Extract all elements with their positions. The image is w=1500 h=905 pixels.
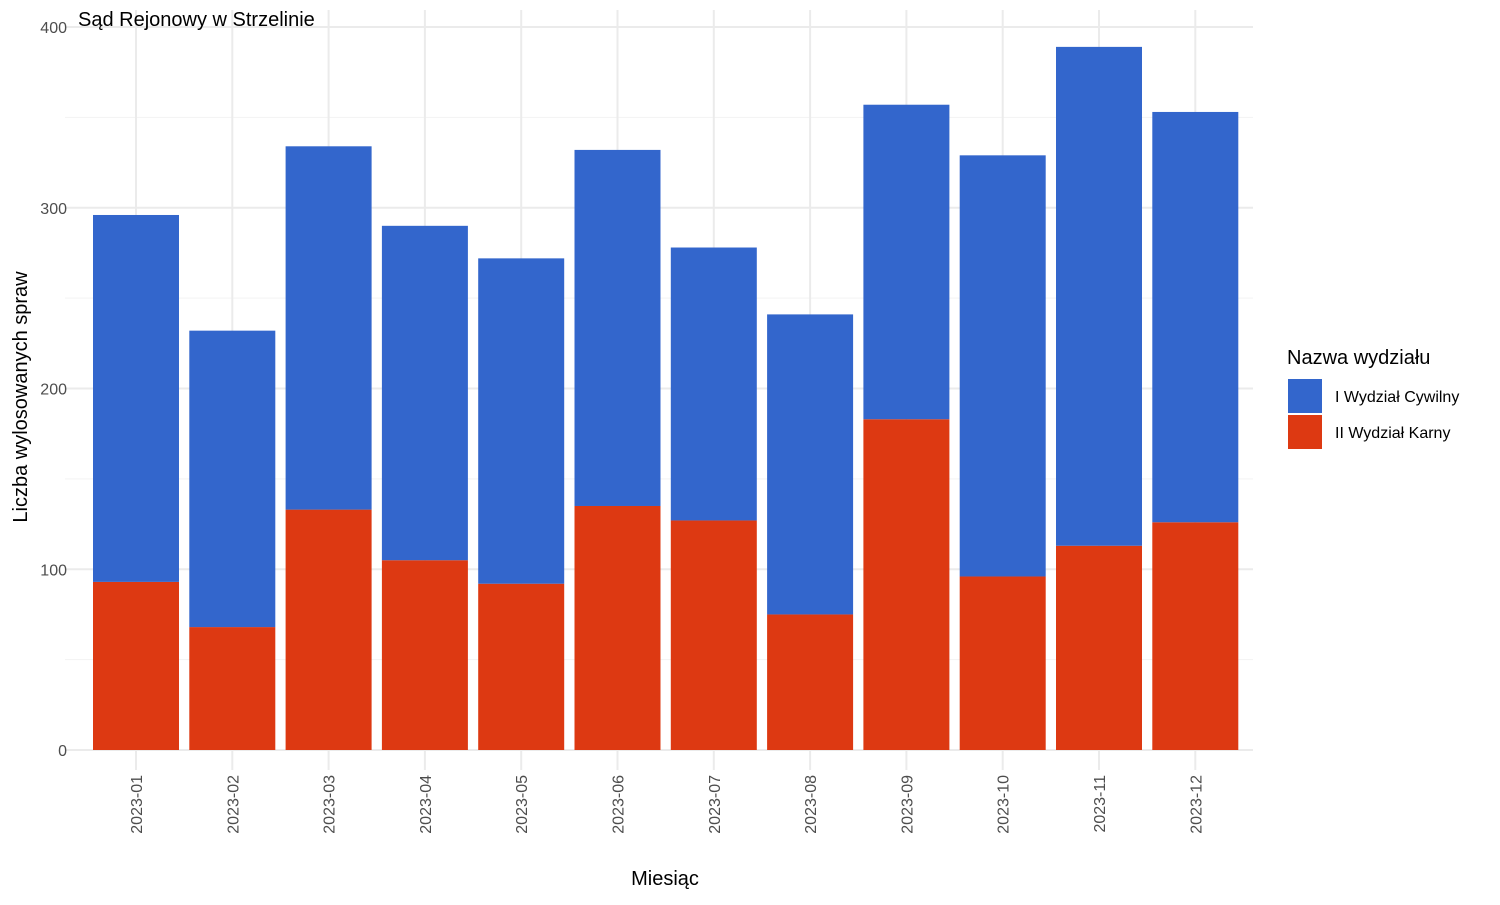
x-tick-label: 2023-03 bbox=[322, 775, 339, 834]
y-tick-label: 300 bbox=[40, 201, 67, 218]
x-tick-label: 2023-11 bbox=[1092, 775, 1109, 833]
x-tick-label: 2023-02 bbox=[225, 775, 242, 834]
legend: Nazwa wydziału I Wydział Cywilny II Wydzi… bbox=[1287, 347, 1459, 449]
legend-label: II Wydział Karny bbox=[1335, 425, 1450, 442]
bar-segment bbox=[189, 627, 276, 750]
x-axis-label: Miesiąc bbox=[631, 868, 699, 890]
bar-segment bbox=[670, 247, 757, 521]
bar-segment bbox=[1152, 522, 1239, 750]
legend-title: Nazwa wydziału bbox=[1287, 347, 1430, 369]
y-tick-label: 400 bbox=[40, 20, 67, 37]
x-tick-label: 2023-08 bbox=[803, 775, 820, 834]
y-axis-ticks: 0 100 200 300 400 bbox=[40, 20, 67, 760]
bar-segment bbox=[863, 419, 950, 750]
bar-segment bbox=[285, 509, 372, 750]
bars-layer bbox=[93, 46, 1239, 750]
y-tick-label: 100 bbox=[40, 562, 67, 579]
bar-segment bbox=[767, 614, 854, 750]
bar-segment bbox=[863, 104, 950, 420]
legend-label: I Wydział Cywilny bbox=[1335, 389, 1459, 406]
legend-swatch bbox=[1288, 379, 1322, 413]
bar-segment bbox=[1152, 111, 1239, 523]
x-tick-label: 2023-01 bbox=[129, 775, 146, 834]
bar-segment bbox=[959, 576, 1046, 750]
y-axis-label: Liczba wylosowanych spraw bbox=[10, 271, 32, 523]
bar-segment bbox=[478, 583, 565, 750]
x-tick-label: 2023-09 bbox=[899, 775, 916, 834]
legend-items: I Wydział Cywilny II Wydział Karny bbox=[1288, 379, 1459, 449]
bar-segment bbox=[93, 581, 179, 750]
x-tick-label: 2023-05 bbox=[514, 775, 531, 834]
bar-segment bbox=[189, 330, 276, 628]
bar-segment bbox=[285, 146, 372, 510]
bar-segment bbox=[381, 560, 468, 750]
chart-title: Sąd Rejonowy w Strzelinie bbox=[78, 9, 315, 31]
bar-segment bbox=[93, 214, 179, 582]
bar-segment bbox=[1056, 545, 1142, 750]
bar-segment bbox=[574, 149, 661, 506]
bar-segment bbox=[478, 258, 565, 584]
bar-segment bbox=[574, 505, 661, 750]
bar-segment bbox=[1056, 46, 1142, 546]
x-tick-label: 2023-12 bbox=[1188, 775, 1205, 834]
bar-segment bbox=[959, 155, 1046, 577]
bar-segment bbox=[767, 314, 854, 615]
y-tick-label: 200 bbox=[40, 382, 67, 399]
bar-segment bbox=[670, 520, 757, 750]
bar-segment bbox=[381, 225, 468, 561]
x-tick-label: 2023-04 bbox=[418, 775, 435, 834]
x-tick-label: 2023-06 bbox=[611, 775, 628, 834]
x-tick-label: 2023-10 bbox=[996, 775, 1013, 834]
legend-swatch bbox=[1288, 415, 1322, 449]
x-tick-label: 2023-07 bbox=[707, 775, 724, 834]
x-axis-ticks: 2023-01 2023-02 2023-03 2023-04 2023-05 2023-… bbox=[129, 775, 1205, 834]
y-tick-label: 0 bbox=[58, 743, 67, 760]
